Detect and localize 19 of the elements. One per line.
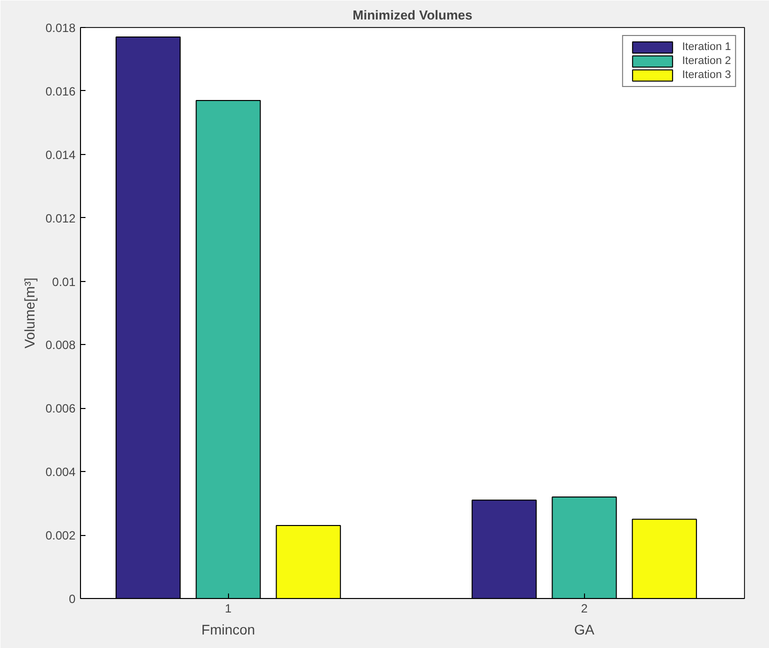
- legend-label: Iteration 1: [682, 41, 731, 53]
- x-tick-label: 1: [224, 602, 232, 616]
- text: GA: [574, 622, 596, 638]
- y-tick-label: 0.014: [45, 148, 76, 162]
- y-tick-label: 0.008: [45, 338, 76, 352]
- chart-title: Minimized Volumes: [352, 8, 472, 22]
- y-tick-label: 0.004: [45, 465, 76, 480]
- y-tick-label: 0.002: [45, 528, 76, 543]
- x-tick-label: 2: [580, 602, 588, 616]
- text: Fmincon: [201, 622, 256, 638]
- y-axis-title: Volume[m³]: [21, 278, 38, 348]
- y-tick-label: 0.018: [45, 21, 76, 35]
- y-tick-label: 0.012: [45, 211, 76, 226]
- y-tick-label: 0.01: [52, 274, 76, 289]
- y-tick-label: 0: [68, 592, 76, 606]
- legend-label: Iteration 3: [682, 69, 731, 81]
- legend-label: Iteration 2: [682, 55, 731, 67]
- y-tick-label: 0.016: [45, 84, 76, 98]
- y-tick-label: 0.006: [45, 402, 76, 416]
